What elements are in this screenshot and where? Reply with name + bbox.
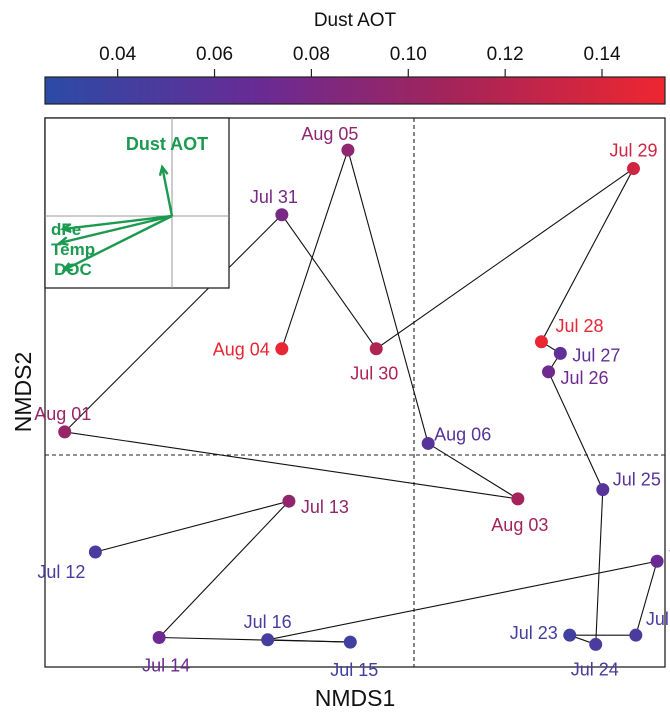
point-label: Jul 14 (142, 655, 190, 675)
data-point (421, 436, 435, 450)
point-label: Jul 16 (244, 612, 292, 632)
colorbar-ticks (117, 69, 603, 77)
trajectory-segment (595, 489, 604, 645)
inset-vector (62, 214, 173, 231)
point-label: Jul 12 (37, 562, 85, 582)
trajectory-segment (281, 149, 349, 349)
trajectory-segment (427, 442, 519, 500)
trajectory-segment (158, 500, 290, 638)
data-point (511, 492, 525, 506)
point-label: Jul 23 (510, 623, 558, 643)
inset-frame (44, 117, 230, 289)
point-label: Aug 03 (491, 515, 548, 535)
trajectory-lines (64, 149, 658, 645)
point-label: Jul 25 (613, 470, 661, 490)
data-point (369, 342, 383, 356)
inset-vector-label: Dust AOT (126, 134, 208, 154)
data-point (275, 208, 289, 222)
point-label: Jul 22 (646, 609, 670, 629)
trajectory-segment (540, 168, 634, 343)
point-label: Jul 15 (330, 660, 378, 680)
colorbar-tick-label: 0.06 (196, 44, 233, 65)
data-points (58, 143, 664, 651)
inset-vector (63, 214, 173, 272)
data-point (542, 365, 556, 379)
data-point (629, 628, 643, 642)
trajectory-segment (64, 431, 518, 500)
colorbar-tick-label: 0.08 (293, 44, 330, 65)
x-axis-label: NMDS1 (315, 685, 396, 711)
point-label: Jul 30 (350, 364, 398, 384)
inset-vector-label: dFe (51, 220, 81, 239)
inset-arrowhead (57, 236, 69, 247)
data-point (343, 635, 357, 649)
point-label: Jul 13 (301, 497, 349, 517)
data-point (553, 346, 567, 360)
data-point (152, 630, 166, 644)
point-label: Jul 24 (571, 659, 619, 679)
data-point (275, 342, 289, 356)
trajectory-segment (347, 149, 429, 444)
data-point (341, 143, 355, 157)
data-point (563, 628, 577, 642)
trajectory-segment (635, 561, 658, 636)
y-axis-label: NMDS2 (10, 352, 36, 433)
colorbar-tick-label: 0.04 (99, 44, 136, 65)
point-label: Jul 31 (250, 187, 298, 207)
inset-vector-label: DOC (54, 260, 92, 279)
point-label: Jul 27 (572, 345, 620, 365)
point-label: Jul 26 (561, 368, 609, 388)
colorbar-tick-labels: 0.04 0.06 0.08 0.10 0.12 0.14 (99, 44, 621, 65)
trajectory-segment (548, 371, 604, 490)
data-point (58, 425, 72, 439)
trajectory-segment (281, 214, 377, 350)
data-point (261, 633, 275, 647)
point-label: Jul 28 (555, 316, 603, 336)
point-label: Aug 05 (301, 124, 358, 144)
plot-frame (44, 117, 666, 668)
point-label: Aug 01 (34, 404, 91, 424)
data-point (282, 494, 296, 508)
point-label: Aug 06 (434, 424, 491, 444)
data-point (589, 637, 603, 651)
inset-vector (59, 214, 173, 245)
inset-arrowhead (60, 223, 72, 234)
colorbar-title: Dust AOT (314, 10, 397, 31)
trajectory-segment (95, 500, 290, 553)
inset-arrowhead (158, 164, 169, 176)
data-point (626, 162, 640, 176)
inset-vector (161, 166, 174, 217)
point-label: Aug 04 (213, 340, 270, 360)
trajectory-segment (375, 168, 634, 350)
inset-vector-label: Temp (51, 240, 95, 259)
colorbar (44, 76, 666, 105)
colorbar-tick-label: 0.10 (390, 44, 427, 65)
data-point (650, 554, 664, 568)
colorbar-tick-label: 0.14 (584, 44, 621, 65)
trajectory-segment (64, 214, 283, 433)
data-point (88, 545, 102, 559)
colorbar-tick-label: 0.12 (487, 44, 524, 65)
trajectory-segment (267, 560, 658, 641)
data-point (534, 335, 548, 349)
data-point (596, 483, 610, 497)
trajectory-segment (267, 639, 351, 643)
point-label: Jul 29 (609, 141, 657, 161)
inset-arrowhead (61, 262, 73, 272)
